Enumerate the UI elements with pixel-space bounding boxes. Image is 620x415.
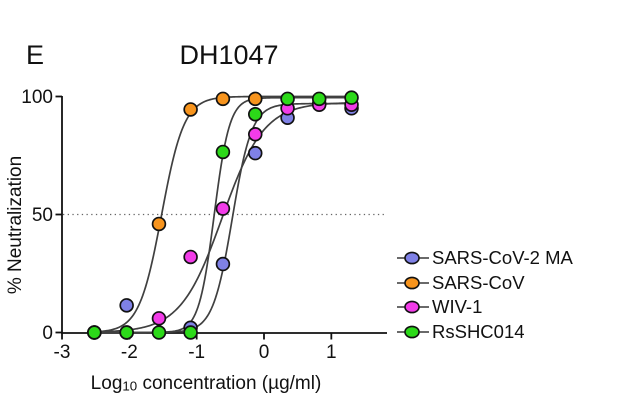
x-tick-label: -3 — [54, 342, 71, 363]
data-point-sars-cov — [248, 91, 263, 107]
data-point-rsshc014 — [311, 91, 327, 107]
legend-item-wiv-1: WIV-1 — [396, 295, 573, 320]
y-tick-label: 0 — [42, 323, 53, 344]
data-point-wiv-1 — [248, 127, 263, 142]
x-axis-label-prefix: Log — [90, 373, 123, 394]
y-tick-label: 50 — [32, 205, 53, 226]
data-point-sars-cov-2-ma — [215, 256, 231, 272]
legend-marker-icon — [397, 276, 429, 290]
legend: SARS-CoV-2 MA SARS-CoV WIV-1 RsSHC014 — [396, 246, 573, 344]
legend-label: SARS-CoV-2 MA — [432, 247, 573, 269]
panel-letter: E — [26, 40, 45, 70]
data-point-sars-cov — [215, 91, 231, 107]
data-point-rsshc014 — [248, 106, 263, 122]
legend-item-rsshc014: RsSHC014 — [396, 320, 573, 345]
x-axis-label-subscript: 10 — [122, 378, 138, 394]
data-point-rsshc014 — [87, 325, 102, 340]
data-point-sars-cov — [151, 216, 167, 232]
fit-curve-wiv-1 — [94, 102, 352, 333]
data-point-sars-cov-2-ma — [248, 145, 263, 161]
chart-title: DH1047 — [179, 40, 279, 70]
data-point-rsshc014 — [151, 325, 167, 340]
data-point-rsshc014 — [215, 144, 231, 160]
x-tick-label: 0 — [259, 342, 270, 363]
x-axis-label-rest: concentration (µg/ml) — [137, 373, 322, 394]
x-tick-label: -2 — [121, 342, 138, 363]
data-point-wiv-1 — [151, 311, 167, 326]
data-point-sars-cov-2-ma — [119, 298, 134, 313]
data-point-rsshc014 — [280, 91, 295, 107]
data-point-wiv-1 — [183, 249, 198, 265]
legend-marker-icon — [397, 325, 429, 339]
x-axis-label: Log10 concentration (µg/ml) — [91, 373, 322, 395]
data-point-rsshc014 — [344, 90, 359, 105]
data-point-rsshc014 — [119, 325, 134, 340]
legend-label: WIV-1 — [432, 296, 483, 318]
legend-item-sars-cov-2-ma: SARS-CoV-2 MA — [396, 246, 573, 271]
legend-label: SARS-CoV — [432, 271, 525, 293]
x-tick-label: 1 — [326, 342, 337, 363]
data-point-wiv-1 — [215, 201, 231, 216]
data-point-sars-cov — [183, 102, 198, 117]
y-tick-label: 100 — [21, 87, 53, 108]
x-tick-label: -1 — [188, 342, 205, 363]
legend-label: RsSHC014 — [432, 320, 525, 342]
legend-marker-icon — [397, 300, 429, 314]
data-point-rsshc014 — [183, 325, 198, 340]
legend-item-sars-cov: SARS-CoV — [396, 271, 573, 296]
legend-marker-icon — [397, 251, 429, 265]
